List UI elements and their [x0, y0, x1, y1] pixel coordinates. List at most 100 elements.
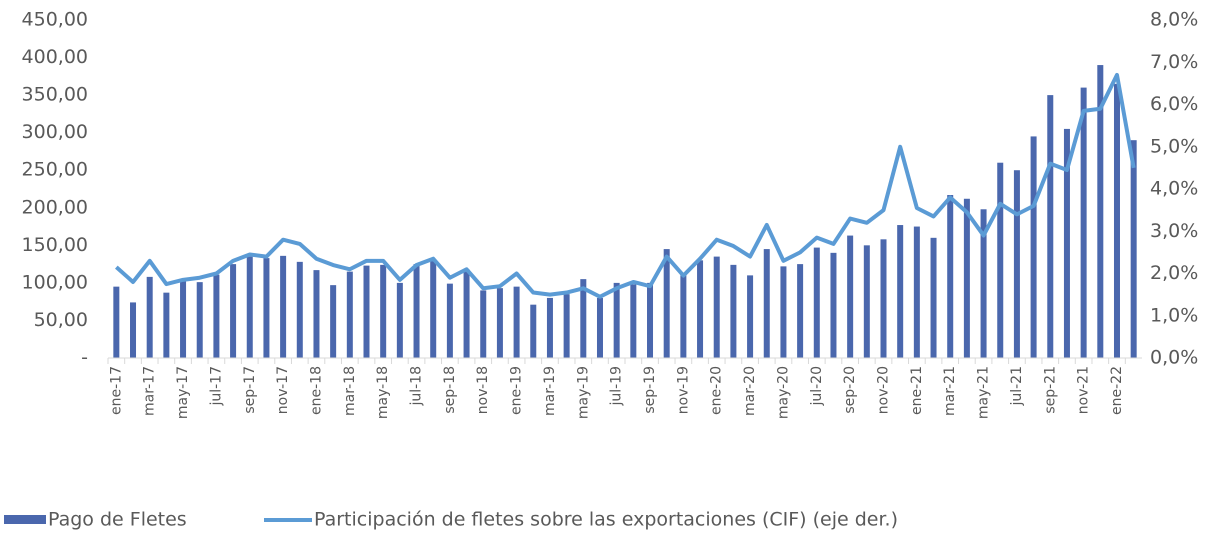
- y-tick-label: 100,00: [22, 271, 88, 293]
- x-tick-label: jul-17: [208, 366, 224, 407]
- bar: [430, 260, 437, 358]
- legend-label: Pago de Fletes: [48, 509, 187, 531]
- bar: [180, 280, 187, 358]
- x-tick-label: nov-19: [675, 366, 691, 414]
- bar: [513, 286, 520, 358]
- bar: [130, 302, 137, 358]
- y2-tick-label: 6,0%: [1150, 93, 1198, 115]
- bar: [563, 294, 570, 358]
- x-tick-label: may-17: [175, 366, 191, 419]
- x-tick-label: ene-20: [709, 366, 725, 415]
- bar: [146, 276, 153, 358]
- y2-tick-label: 8,0%: [1150, 9, 1198, 31]
- bar: [797, 264, 804, 358]
- bar: [363, 265, 370, 358]
- x-tick-label: sep-21: [1042, 366, 1058, 414]
- bar: [1030, 136, 1037, 358]
- y-tick-label: 250,00: [22, 159, 88, 181]
- x-tick-label: mar-17: [142, 366, 158, 416]
- bar: [813, 247, 820, 358]
- bar: [913, 226, 920, 358]
- x-tick-label: ene-19: [509, 366, 525, 415]
- x-tick-label: ene-17: [108, 366, 124, 415]
- x-tick-label: nov-20: [876, 366, 892, 414]
- x-tick-label: nov-21: [1076, 366, 1092, 414]
- x-tick-label: nov-17: [275, 366, 291, 414]
- bar: [346, 271, 353, 358]
- bar: [380, 264, 387, 358]
- bar: [330, 285, 337, 358]
- bar: [163, 292, 170, 358]
- bar: [263, 258, 270, 358]
- bar: [963, 198, 970, 358]
- x-tick-label: mar-21: [942, 366, 958, 416]
- bar: [1047, 95, 1054, 358]
- bar: [680, 275, 687, 358]
- bar: [230, 264, 237, 358]
- bar: [897, 225, 904, 358]
- x-tick-label: sep-17: [242, 366, 258, 414]
- bar: [863, 245, 870, 358]
- y2-tick-label: 1,0%: [1150, 304, 1198, 326]
- bar: [847, 235, 854, 358]
- bar: [663, 249, 670, 358]
- legend-swatch: [4, 515, 46, 524]
- x-tick-label: ene-21: [909, 366, 925, 415]
- bar: [1013, 170, 1020, 358]
- bar: [1130, 140, 1137, 358]
- x-tick-label: sep-19: [642, 366, 658, 414]
- bar: [580, 279, 587, 358]
- x-tick-label: mar-20: [742, 366, 758, 416]
- bar: [546, 297, 553, 358]
- y-tick-label: 50,00: [34, 309, 88, 331]
- bar: [413, 264, 420, 358]
- x-tick-label: may-21: [976, 366, 992, 419]
- bar: [446, 283, 453, 358]
- bar: [880, 239, 887, 358]
- x-tick-label: mar-19: [542, 366, 558, 416]
- bar: [530, 304, 537, 358]
- bar: [496, 288, 503, 358]
- legend-label: Participación de fletes sobre las export…: [314, 509, 898, 531]
- bar: [196, 282, 203, 358]
- bar: [1063, 128, 1070, 358]
- y-tick-label: 200,00: [22, 196, 88, 218]
- y2-tick-label: 0,0%: [1150, 347, 1198, 369]
- bar: [647, 282, 654, 358]
- bar: [596, 297, 603, 358]
- bar: [1113, 83, 1120, 358]
- bar: [1097, 65, 1104, 359]
- line: [115, 72, 1136, 299]
- bar: [713, 256, 720, 358]
- bar: [1080, 87, 1087, 358]
- x-tick-label: sep-20: [842, 366, 858, 414]
- x-tick-label: ene-18: [308, 366, 324, 415]
- bar: [280, 255, 287, 358]
- bar: [613, 282, 620, 358]
- y-tick-label: 350,00: [22, 84, 88, 106]
- bar: [730, 264, 737, 358]
- x-tick-label: may-19: [575, 366, 591, 419]
- x-tick-label: jul-18: [409, 366, 425, 407]
- y-tick-label: -: [81, 347, 88, 369]
- x-tick-label: jul-21: [1009, 366, 1025, 407]
- bar: [213, 274, 220, 358]
- y2-tick-label: 3,0%: [1150, 220, 1198, 242]
- x-tick-label: sep-18: [442, 366, 458, 414]
- y-tick-label: 400,00: [22, 46, 88, 68]
- bar: [997, 162, 1004, 358]
- bar: [463, 269, 470, 358]
- bar: [296, 261, 303, 358]
- bar: [980, 209, 987, 358]
- bar: [947, 195, 954, 358]
- bar: [697, 260, 704, 358]
- y-tick-label: 300,00: [22, 121, 88, 143]
- bar: [630, 284, 637, 358]
- y2-tick-label: 2,0%: [1150, 262, 1198, 284]
- y2-tick-label: 7,0%: [1150, 51, 1198, 73]
- bar: [747, 275, 754, 358]
- x-tick-label: mar-18: [342, 366, 358, 416]
- y-tick-label: 150,00: [22, 234, 88, 256]
- bar: [480, 290, 487, 358]
